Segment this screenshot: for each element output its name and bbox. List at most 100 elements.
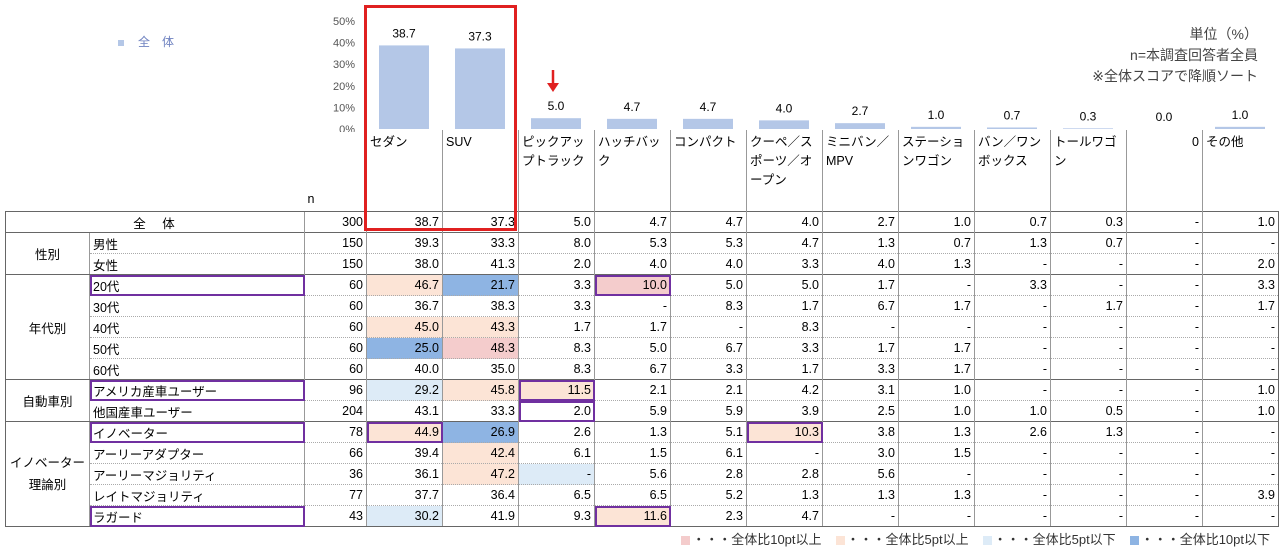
cell-value: 8.0 bbox=[518, 232, 595, 254]
cell-value: 2.5 bbox=[822, 400, 899, 422]
cell-value: - bbox=[518, 463, 595, 485]
cell-value: 4.7 bbox=[670, 211, 747, 233]
row-label: アーリーマジョリティ bbox=[89, 463, 305, 485]
cell-value: - bbox=[822, 316, 899, 338]
cell-value: - bbox=[1050, 484, 1127, 506]
cell-value: 4.0 bbox=[746, 211, 823, 233]
cell-value: 43.1 bbox=[366, 400, 443, 422]
bar bbox=[455, 48, 505, 129]
cell-value: 6.5 bbox=[518, 484, 595, 506]
cell-value: 1.7 bbox=[1202, 295, 1279, 317]
category-header: セダン bbox=[366, 130, 443, 212]
cell-value: - bbox=[1126, 211, 1203, 233]
cell-value: 1.0 bbox=[898, 379, 975, 401]
n-value: 77 bbox=[304, 484, 367, 506]
cell-color-legend: ・・・全体比10pt以上 ・・・全体比5pt以上 ・・・全体比5pt以下 ・・・全体比… bbox=[667, 529, 1270, 548]
cell-value: - bbox=[1202, 505, 1279, 527]
category-header: トールワゴン bbox=[1050, 130, 1127, 212]
cell-value: 5.6 bbox=[822, 463, 899, 485]
cell-value: 1.3 bbox=[898, 253, 975, 275]
n-value: 150 bbox=[304, 253, 367, 275]
cell-value: 1.0 bbox=[898, 400, 975, 422]
cell-value: 38.7 bbox=[366, 211, 443, 233]
bar bbox=[1063, 128, 1113, 129]
n-value: 60 bbox=[304, 358, 367, 380]
cell-value: - bbox=[974, 484, 1051, 506]
cell-value: - bbox=[974, 358, 1051, 380]
row-label: アメリカ産車ユーザー bbox=[89, 379, 305, 401]
cell-value: - bbox=[1050, 337, 1127, 359]
cell-value: 3.3 bbox=[518, 274, 595, 296]
cell-value: 44.9 bbox=[366, 421, 443, 443]
cell-value: 39.4 bbox=[366, 442, 443, 464]
cell-value: 0.7 bbox=[974, 211, 1051, 233]
cell-value: 1.7 bbox=[594, 316, 671, 338]
bar-value-label: 1.0 bbox=[928, 108, 945, 122]
category-header: ステーションワゴン bbox=[898, 130, 975, 212]
cell-value: 1.3 bbox=[822, 484, 899, 506]
cell-value: 1.3 bbox=[594, 421, 671, 443]
category-header: コンパクト bbox=[670, 130, 747, 212]
cell-value: - bbox=[670, 316, 747, 338]
cell-value: 37.3 bbox=[442, 211, 519, 233]
table-row: 他国産車ユーザー 204 43.1 33.3 2.0 5.9 5.9 3.9 2.5 1.0 1.0… bbox=[6, 400, 1279, 422]
cell-value: 42.4 bbox=[442, 442, 519, 464]
row-label: 女性 bbox=[89, 253, 305, 275]
cell-value: 29.2 bbox=[366, 379, 443, 401]
bar bbox=[683, 118, 733, 129]
row-label: 男性 bbox=[89, 232, 305, 254]
cell-value: 3.3 bbox=[518, 295, 595, 317]
cell-value: 1.5 bbox=[898, 442, 975, 464]
cell-value: 6.5 bbox=[594, 484, 671, 506]
cell-value: 8.3 bbox=[518, 337, 595, 359]
cell-value: - bbox=[1050, 316, 1127, 338]
cell-value: 3.9 bbox=[1202, 484, 1279, 506]
category-header: その他 bbox=[1202, 130, 1279, 212]
table-row: 40代 60 45.0 43.3 1.7 1.7-8.3- - - - - - bbox=[6, 316, 1279, 338]
n-value: 60 bbox=[304, 295, 367, 317]
cell-value: 4.0 bbox=[670, 253, 747, 275]
cell-value: 5.0 bbox=[670, 274, 747, 296]
row-label: 60代 bbox=[89, 358, 305, 380]
n-value: 36 bbox=[304, 463, 367, 485]
cell-value: - bbox=[1126, 442, 1203, 464]
cell-value: 45.0 bbox=[366, 316, 443, 338]
category-header: SUV bbox=[442, 130, 519, 212]
cell-value: 3.3 bbox=[1202, 274, 1279, 296]
header-blank bbox=[6, 130, 305, 212]
cell-value: 35.0 bbox=[442, 358, 519, 380]
cell-value: 2.6 bbox=[518, 421, 595, 443]
bar-value-label: 38.7 bbox=[392, 26, 416, 40]
bar bbox=[607, 118, 657, 129]
total-label: 全 体 bbox=[5, 211, 305, 233]
cell-value: 1.0 bbox=[1202, 211, 1279, 233]
cell-value: 4.7 bbox=[746, 505, 823, 527]
table-row: アーリーアダプター 66 39.4 42.4 6.1 1.5 6.1-3.0 1.5- - - - bbox=[6, 442, 1279, 464]
cell-value: 11.5 bbox=[518, 379, 595, 401]
cell-value: 5.3 bbox=[670, 232, 747, 254]
header-row: n セダン SUV ピックアップトラック ハッチバック コンパクト クーペ／スポーツ／オープ… bbox=[6, 130, 1279, 212]
cell-value: - bbox=[898, 274, 975, 296]
bar-value-label: 37.3 bbox=[468, 29, 492, 43]
cell-value: 1.7 bbox=[1050, 295, 1127, 317]
cell-value: - bbox=[1050, 442, 1127, 464]
n-value: 204 bbox=[304, 400, 367, 422]
cell-legend-item: ・・・全体比10pt以下 bbox=[1129, 532, 1270, 547]
bar bbox=[1215, 126, 1265, 129]
cell-value: - bbox=[974, 253, 1051, 275]
cell-value: 0.7 bbox=[1050, 232, 1127, 254]
cell-value: - bbox=[1202, 358, 1279, 380]
cell-value: - bbox=[1126, 337, 1203, 359]
cell-value: - bbox=[1202, 232, 1279, 254]
cell-value: - bbox=[974, 379, 1051, 401]
cell-value: 1.0 bbox=[1202, 379, 1279, 401]
cell-value: - bbox=[974, 295, 1051, 317]
cell-value: 5.2 bbox=[670, 484, 747, 506]
group-label: 年代別 bbox=[5, 274, 90, 380]
cell-value: 1.0 bbox=[898, 211, 975, 233]
cell-value: 9.3 bbox=[518, 505, 595, 527]
cell-value: 5.9 bbox=[594, 400, 671, 422]
table-row: 30代 60 36.7 38.3 3.3-8.3 1.7 6.7 1.7-1.7-1.7 bbox=[6, 295, 1279, 317]
cell-value: - bbox=[1126, 295, 1203, 317]
row-label: イノベーター bbox=[89, 421, 305, 443]
